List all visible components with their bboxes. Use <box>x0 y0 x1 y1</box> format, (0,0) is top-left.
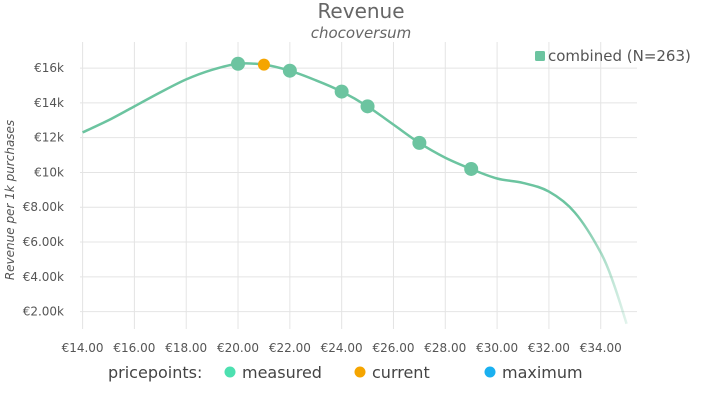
pricepoint-legend-label: maximum <box>502 363 583 382</box>
y-tick-label: €6.00k <box>23 235 64 249</box>
measured-point[interactable] <box>231 56 246 71</box>
current-point[interactable] <box>257 58 270 71</box>
series-layer <box>82 56 628 325</box>
x-tick-label: €20.00 <box>217 341 259 355</box>
x-tick-label: €28.00 <box>424 341 466 355</box>
chart-subtitle: chocoversum <box>311 24 412 42</box>
legend[interactable]: combined (N=263) <box>535 47 691 65</box>
measured-point[interactable] <box>282 63 297 78</box>
legend-label-combined[interactable]: combined (N=263) <box>548 47 691 65</box>
measured-point[interactable] <box>464 161 479 176</box>
y-tick-label: €8.00k <box>23 200 64 214</box>
grid-lines <box>80 42 637 329</box>
x-tick-label: €18.00 <box>165 341 207 355</box>
pricepoints-legend: pricepoints: measured current maximum <box>108 363 583 382</box>
chart-title: Revenue <box>317 0 404 23</box>
x-tick-label: €16.00 <box>113 341 155 355</box>
measured-point[interactable] <box>412 135 427 150</box>
pricepoint-legend-marker <box>224 366 236 378</box>
x-tick-label: €14.00 <box>62 341 104 355</box>
x-tick-label: €26.00 <box>372 341 414 355</box>
y-tick-label: €14k <box>34 96 64 110</box>
measured-point[interactable] <box>334 84 349 99</box>
x-tick-label: €34.00 <box>580 341 622 355</box>
tick-labels: €14.00 €16.00 €18.00 €20.00 €22.00 €24.00 €26.… <box>23 61 622 355</box>
x-tick-label: €32.00 <box>528 341 570 355</box>
pricepoint-legend-label: current <box>372 363 430 382</box>
x-tick-label: €30.00 <box>476 341 518 355</box>
pricepoint-legend-marker <box>354 366 366 378</box>
x-tick-label: €22.00 <box>269 341 311 355</box>
y-axis-title: Revenue per 1k purchases <box>3 120 17 280</box>
y-tick-label: €4.00k <box>23 270 64 284</box>
measured-point[interactable] <box>360 99 375 114</box>
y-tick-label: €12k <box>34 131 64 145</box>
y-tick-label: €2.00k <box>23 305 64 319</box>
y-tick-label: €10k <box>34 165 64 179</box>
y-tick-label: €16k <box>34 61 64 75</box>
pricepoints-label: pricepoints: <box>108 363 202 382</box>
pricepoint-legend-label: measured <box>242 363 322 382</box>
pricepoint-legend-marker <box>484 366 496 378</box>
legend-swatch-combined <box>535 51 545 61</box>
x-tick-label: €24.00 <box>321 341 363 355</box>
